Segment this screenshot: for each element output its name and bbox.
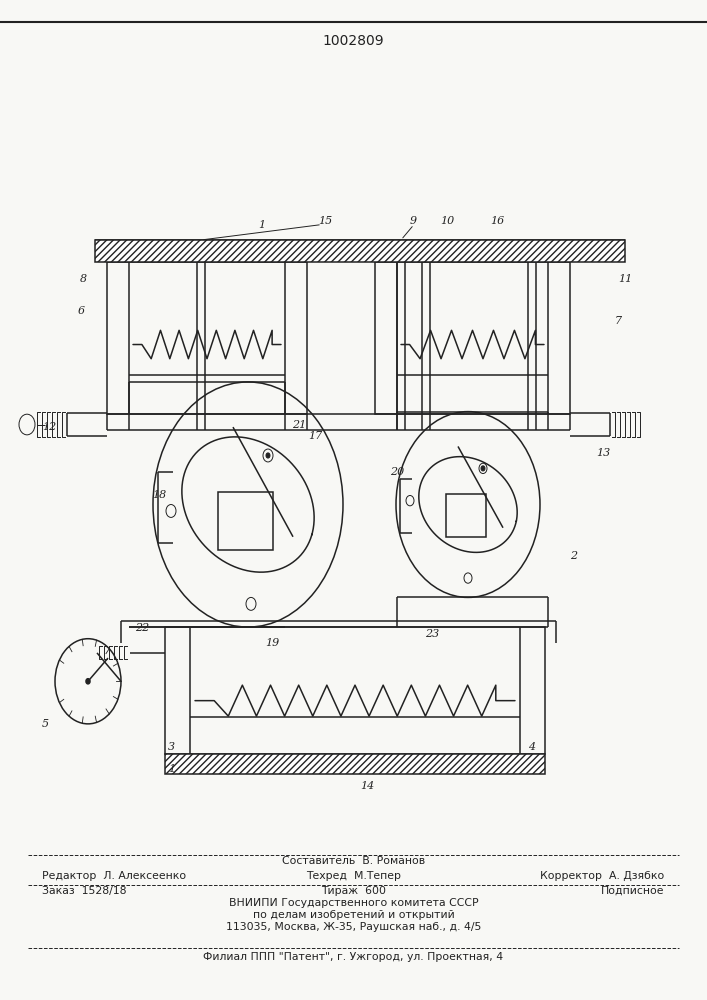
Bar xyxy=(165,754,545,774)
Text: Подписное: Подписное xyxy=(601,886,665,896)
Text: 18: 18 xyxy=(152,490,166,500)
Circle shape xyxy=(266,453,270,458)
Bar xyxy=(218,492,273,550)
Bar xyxy=(446,494,486,537)
Text: 3: 3 xyxy=(168,742,175,752)
Text: 22: 22 xyxy=(135,623,149,633)
Bar xyxy=(375,262,570,414)
Text: Тираж  600: Тираж 600 xyxy=(321,886,386,896)
Text: 4: 4 xyxy=(528,742,535,752)
Text: Редактор  Л. Алексеенко: Редактор Л. Алексеенко xyxy=(42,871,187,881)
Text: 1002809: 1002809 xyxy=(322,34,385,48)
Circle shape xyxy=(86,679,90,684)
Text: 2: 2 xyxy=(570,551,577,561)
Text: 5: 5 xyxy=(42,719,49,729)
Text: 12: 12 xyxy=(42,422,57,432)
Text: 13: 13 xyxy=(596,448,610,458)
Text: 6: 6 xyxy=(78,306,85,316)
Text: 23: 23 xyxy=(425,629,439,639)
Text: 8: 8 xyxy=(80,274,87,284)
Text: Филиал ППП "Патент", г. Ужгород, ул. Проектная, 4: Филиал ППП "Патент", г. Ужгород, ул. Про… xyxy=(204,952,503,962)
Text: по делам изобретений и открытий: по делам изобретений и открытий xyxy=(252,910,455,920)
Text: Корректор  А. Дзябко: Корректор А. Дзябко xyxy=(540,871,665,881)
Text: 7: 7 xyxy=(615,316,622,326)
Text: 9: 9 xyxy=(410,216,417,226)
Text: 11: 11 xyxy=(618,274,632,284)
Bar xyxy=(165,627,545,754)
Text: Составитель  В. Романов: Составитель В. Романов xyxy=(282,856,425,866)
Text: 10: 10 xyxy=(440,216,455,226)
Text: 1: 1 xyxy=(168,764,175,774)
Circle shape xyxy=(481,466,485,471)
Text: 113035, Москва, Ж-35, Раушская наб., д. 4/5: 113035, Москва, Ж-35, Раушская наб., д. … xyxy=(226,922,481,932)
Text: 15: 15 xyxy=(318,216,332,226)
Text: 16: 16 xyxy=(490,216,504,226)
Text: 17: 17 xyxy=(308,431,322,441)
Text: 14: 14 xyxy=(360,781,374,791)
Text: 21: 21 xyxy=(292,420,306,430)
Bar xyxy=(95,240,625,262)
Text: 19: 19 xyxy=(265,638,279,648)
Text: Заказ  1528/18: Заказ 1528/18 xyxy=(42,886,127,896)
Text: Техред  М.Тепер: Техред М.Тепер xyxy=(306,871,401,881)
Text: 20: 20 xyxy=(390,467,404,477)
Text: ВНИИПИ Государственного комитета СССР: ВНИИПИ Государственного комитета СССР xyxy=(228,898,479,908)
Bar xyxy=(107,262,307,414)
Text: 1: 1 xyxy=(258,220,265,230)
